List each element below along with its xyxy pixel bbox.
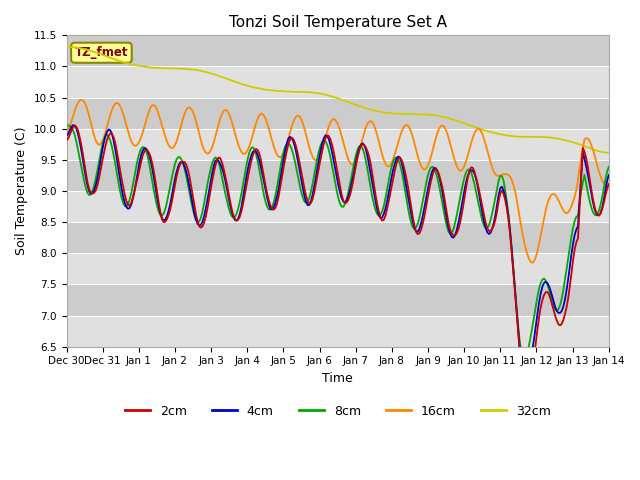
Bar <box>67 285 609 315</box>
Text: TZ_fmet: TZ_fmet <box>75 46 128 59</box>
Title: Tonzi Soil Temperature Set A: Tonzi Soil Temperature Set A <box>228 15 447 30</box>
X-axis label: Time: Time <box>323 372 353 385</box>
Bar <box>67 222 609 253</box>
Bar <box>67 160 609 191</box>
Legend: 2cm, 4cm, 8cm, 16cm, 32cm: 2cm, 4cm, 8cm, 16cm, 32cm <box>120 400 556 423</box>
Y-axis label: Soil Temperature (C): Soil Temperature (C) <box>15 127 28 255</box>
Bar <box>67 97 609 129</box>
Bar <box>67 36 609 66</box>
